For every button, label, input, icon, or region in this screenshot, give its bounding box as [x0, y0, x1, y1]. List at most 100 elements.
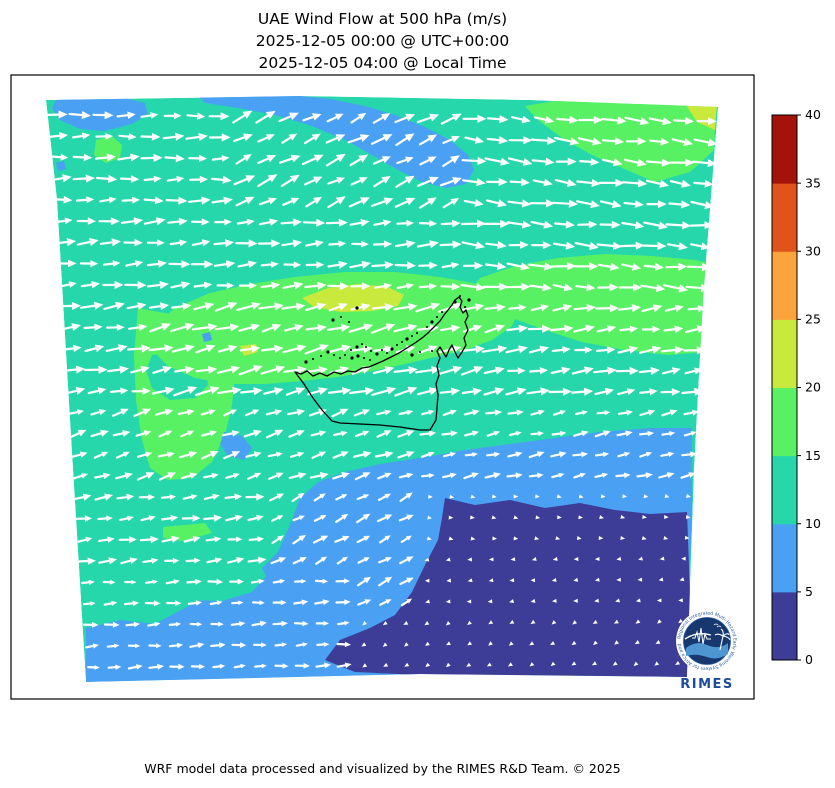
- wind-arrow-shaft: [106, 368, 124, 373]
- wind-arrow-head: [406, 535, 412, 541]
- wind-arrow-head: [171, 535, 180, 543]
- wind-arrow-head: [323, 642, 330, 647]
- wind-arrow-head: [678, 262, 688, 271]
- wind-arrow-shaft: [645, 179, 664, 186]
- wind-arrow-head: [313, 176, 323, 184]
- wind-arrow-head: [545, 157, 555, 166]
- wind-arrow-head: [614, 137, 625, 146]
- wind-arrow-head: [124, 472, 133, 480]
- wind-arrow-head: [613, 158, 623, 167]
- wind-arrow-shaft: [61, 368, 80, 372]
- wind-arrow-head: [684, 116, 695, 125]
- wind-arrow-head: [552, 557, 558, 561]
- wind-arrow-head: [384, 450, 394, 458]
- wind-arrow-shaft: [419, 136, 433, 146]
- wind-arrow-head: [361, 260, 371, 269]
- field-blob-teal-island-bottom: [162, 550, 266, 601]
- wind-arrow-head: [315, 240, 324, 248]
- wind-arrow-head: [154, 196, 164, 205]
- wind-arrow-head: [256, 514, 264, 521]
- island-dot: [369, 359, 371, 361]
- wind-arrow-head: [564, 324, 574, 333]
- wind-arrow-head: [542, 324, 552, 333]
- wind-arrow-head: [406, 261, 416, 270]
- wind-arrow-shaft: [690, 243, 705, 248]
- wind-arrow-head: [384, 472, 392, 479]
- wind-arrow-head: [446, 578, 452, 583]
- island-dot: [320, 355, 322, 357]
- wind-arrow-head: [339, 282, 349, 291]
- wind-arrow-head: [384, 430, 392, 437]
- wind-arrow-head: [647, 409, 656, 416]
- wind-arrow-head: [319, 493, 326, 499]
- wind-arrow-head: [384, 303, 395, 312]
- wind-arrow-head: [301, 579, 307, 584]
- wind-arrow-head: [335, 134, 346, 142]
- wind-arrow-head: [152, 579, 158, 585]
- wind-arrow-head: [94, 665, 100, 670]
- wind-arrow-head: [112, 260, 121, 267]
- wind-arrow-head: [551, 578, 557, 582]
- wind-arrow-head: [557, 515, 562, 520]
- wind-arrow-head: [473, 366, 484, 374]
- wind-arrow-head: [320, 535, 329, 542]
- wind-arrow-shaft: [302, 115, 317, 122]
- wind-arrow-shaft: [693, 138, 712, 144]
- wind-arrow-head: [655, 262, 664, 271]
- wind-arrow-shaft: [305, 326, 321, 331]
- wind-arrow-head: [298, 472, 307, 479]
- wind-arrow-head: [427, 515, 432, 520]
- colorbar-segment-5-10: [772, 523, 797, 593]
- wind-arrow-head: [631, 304, 642, 313]
- island-dot: [312, 358, 314, 360]
- wind-arrow-head: [446, 641, 451, 646]
- wind-arrow-head: [623, 472, 631, 479]
- wind-arrow-head: [249, 282, 257, 290]
- wind-arrow-head: [451, 135, 460, 143]
- wind-arrow-shaft: [638, 348, 656, 354]
- wind-arrow-head: [343, 578, 350, 584]
- wind-arrow-shaft: [600, 117, 621, 122]
- wind-arrow-head: [137, 281, 147, 290]
- wind-arrow-head: [498, 177, 508, 186]
- wind-arrow-head: [429, 324, 439, 333]
- colorbar-tick-label: 10: [805, 516, 821, 531]
- wind-arrow-head: [584, 346, 593, 354]
- wind-arrow-head: [449, 494, 455, 499]
- wind-arrow-shaft: [96, 176, 112, 181]
- wind-arrow-head: [509, 578, 515, 583]
- wind-arrow-head: [499, 282, 509, 291]
- wind-arrow-head: [637, 577, 643, 582]
- wind-arrow-shaft: [505, 389, 521, 396]
- wind-arrow-head: [84, 515, 92, 522]
- wind-arrow-head: [407, 323, 418, 332]
- wind-arrow-head: [583, 387, 594, 396]
- wind-arrow-head: [362, 430, 370, 437]
- wind-arrow-head: [658, 200, 667, 209]
- wind-arrow-head: [452, 302, 463, 311]
- wind-arrow-shaft: [552, 242, 570, 247]
- wind-arrow-head: [145, 451, 153, 458]
- wind-arrow-head: [83, 153, 93, 162]
- wind-arrow-head: [238, 600, 244, 605]
- wind-arrow-head: [150, 535, 159, 544]
- wind-arrow-shaft: [371, 199, 388, 207]
- wind-arrow-head: [384, 576, 393, 584]
- wind-arrow-head: [594, 577, 600, 582]
- wind-arrow-head: [104, 111, 114, 120]
- wind-arrow-head: [319, 430, 327, 437]
- wind-arrow-head: [508, 641, 514, 646]
- wind-arrow-shaft: [671, 138, 688, 144]
- wind-arrow-head: [552, 598, 557, 603]
- wind-arrow-head: [151, 132, 161, 141]
- wind-arrow-head: [386, 386, 397, 395]
- wind-arrow-head: [323, 620, 329, 626]
- wind-arrow-head: [641, 536, 647, 540]
- wind-arrow-head: [175, 132, 185, 141]
- wind-arrow-shaft: [211, 177, 226, 182]
- wind-arrow-head: [509, 599, 514, 603]
- wind-arrow-head: [405, 113, 416, 122]
- uae-outline: [294, 295, 471, 431]
- wind-arrow-head: [654, 661, 660, 666]
- island-dot: [467, 298, 471, 302]
